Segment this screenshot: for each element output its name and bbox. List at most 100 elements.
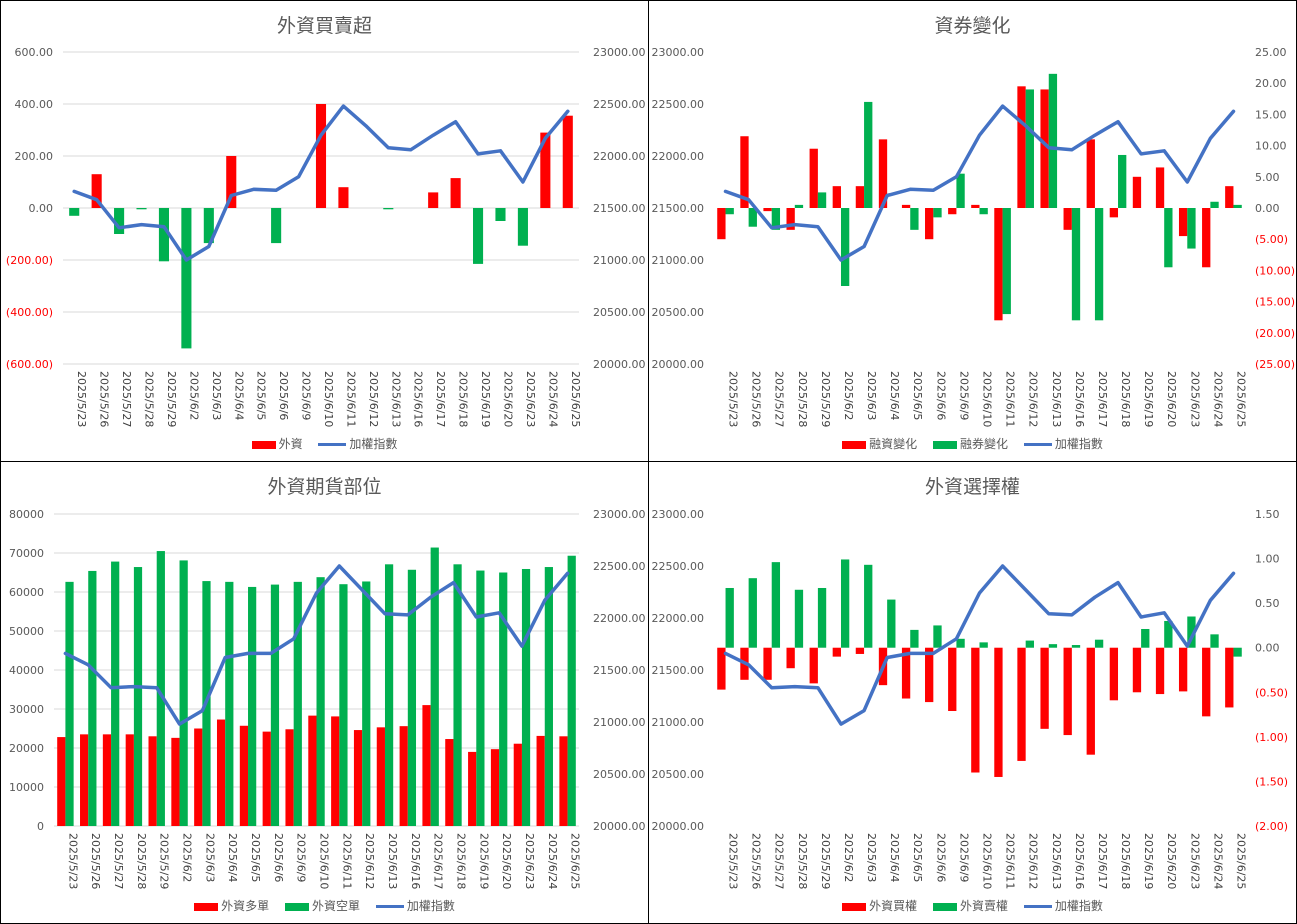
legend-swatch-line — [318, 443, 347, 446]
bar — [840, 559, 850, 648]
x-axis-date-label: 2025/6/11 — [340, 833, 353, 889]
right-axis-tick-label: (15.00) — [1255, 296, 1295, 309]
bar — [1048, 644, 1058, 648]
bar — [1233, 204, 1242, 208]
bar — [384, 564, 394, 826]
bar — [1118, 154, 1127, 208]
bar — [971, 647, 980, 773]
x-axis-date-label: 2025/6/10 — [981, 833, 994, 889]
x-axis-date-label: 2025/6/17 — [1096, 833, 1109, 889]
bar — [1225, 186, 1234, 208]
x-axis-date-label: 2025/6/6 — [934, 371, 947, 420]
index-line — [63, 564, 570, 726]
x-axis-date-label: 2025/6/16 — [409, 833, 422, 889]
bar — [1063, 647, 1072, 736]
x-axis-date-label: 2025/6/9 — [300, 371, 313, 420]
legend-swatch-red — [251, 440, 276, 449]
bar — [1164, 620, 1173, 648]
chart-title: 外資買賣超 — [276, 15, 372, 37]
right-axis-tick-label: 21500.00 — [593, 664, 646, 677]
x-axis-date-label: 2025/5/28 — [796, 833, 809, 889]
plot-group: 0 10000 20000 30000 40000 50000 60000 70000 8000… — [9, 508, 646, 889]
right-axis-tick-label: (10.00) — [1255, 264, 1295, 277]
right-axis-tick-label: 20500.00 — [593, 306, 646, 319]
x-axis-date-label: 2025/5/29 — [819, 371, 832, 427]
x-axis-date-label: 2025/5/26 — [750, 371, 763, 427]
bar — [338, 187, 349, 208]
x-axis-date-label: 2025/6/16 — [1073, 833, 1086, 889]
legend-item: 外資空單 — [284, 897, 360, 914]
x-axis-date-label: 2025/6/10 — [981, 371, 994, 427]
x-axis-date-label: 2025/6/2 — [842, 833, 855, 882]
bar — [864, 564, 873, 648]
right-axis-tick-label: 10.00 — [1255, 140, 1287, 153]
right-axis-tick-label: 21500.00 — [593, 202, 646, 215]
x-axis-date-label: 2025/6/13 — [389, 371, 402, 427]
bar — [717, 647, 726, 690]
x-axis-date-label: 2025/6/6 — [272, 833, 285, 882]
x-axis-date-label: 2025/6/17 — [432, 833, 445, 889]
chart-plot: 20000.00 20500.00 21000.00 21500.00 22000.00… — [652, 508, 1289, 889]
bar — [887, 599, 896, 648]
bar — [513, 743, 522, 826]
x-axis-date-label: 2025/6/20 — [500, 833, 513, 889]
bar — [832, 647, 841, 657]
legend-label: 加權指數 — [1054, 437, 1103, 451]
right-axis-tick-label: 20000.00 — [593, 820, 646, 833]
bar — [308, 715, 317, 826]
legend-item: 融資變化 — [842, 435, 917, 452]
x-axis-date-label: 2025/6/9 — [957, 833, 970, 882]
bar — [285, 729, 294, 826]
bar — [422, 705, 431, 826]
bar — [156, 551, 165, 826]
x-axis-date-label: 2025/6/23 — [1188, 833, 1201, 889]
bar — [91, 174, 102, 208]
x-axis-date-label: 2025/5/29 — [165, 371, 178, 427]
legend-swatch-red — [842, 902, 867, 911]
bar — [1002, 208, 1011, 315]
x-axis-date-label: 2025/6/25 — [1234, 371, 1247, 427]
legend-label: 加權指數 — [349, 437, 398, 451]
bar — [1040, 647, 1049, 729]
legend-swatch-green — [284, 902, 309, 911]
bar — [102, 734, 112, 826]
left-axis-tick-label: 21000.00 — [652, 254, 705, 267]
left-axis-tick-label: 30000 — [9, 703, 44, 716]
x-axis-date-label: 2025/6/19 — [477, 833, 490, 889]
bar — [562, 115, 573, 208]
bar — [194, 728, 203, 826]
bar — [864, 101, 873, 208]
x-axis-date-label: 2025/6/12 — [1027, 833, 1040, 889]
right-axis-tick-label: (20.00) — [1255, 327, 1295, 340]
bar — [271, 208, 282, 244]
right-axis-tick-label: 25.00 — [1255, 46, 1287, 59]
bar — [817, 192, 827, 208]
x-axis-date-label: 2025/5/29 — [158, 833, 171, 889]
plot-group: 20000.00 20500.00 21000.00 21500.00 22000.00… — [652, 508, 1289, 889]
legend-swatch-red — [842, 440, 867, 449]
chart-plot: 0 10000 20000 30000 40000 50000 60000 70000 8000… — [9, 508, 646, 889]
bar — [445, 739, 454, 826]
bar — [468, 751, 477, 826]
left-axis-tick-label: 20000 — [9, 742, 44, 755]
bar — [948, 647, 957, 712]
bar — [450, 178, 461, 208]
bar — [1025, 89, 1034, 208]
bar — [226, 156, 237, 208]
legend-label: 融資變化 — [869, 437, 918, 451]
bar — [1187, 616, 1196, 648]
x-axis-date-label: 2025/5/26 — [89, 833, 102, 889]
bar — [80, 734, 89, 826]
bar — [1202, 647, 1211, 717]
chart-legend: 外資買權 外資賣權 加權指數 — [649, 897, 1296, 914]
bar — [855, 647, 865, 654]
bar — [490, 749, 500, 826]
legend-swatch-line — [375, 905, 404, 908]
left-axis-tick-label: 600.00 — [15, 46, 54, 59]
legend-item: 加權指數 — [375, 897, 455, 914]
bar — [69, 208, 80, 216]
bar — [399, 726, 408, 826]
bar — [925, 647, 934, 703]
bar — [1017, 647, 1026, 761]
bar — [910, 208, 919, 230]
